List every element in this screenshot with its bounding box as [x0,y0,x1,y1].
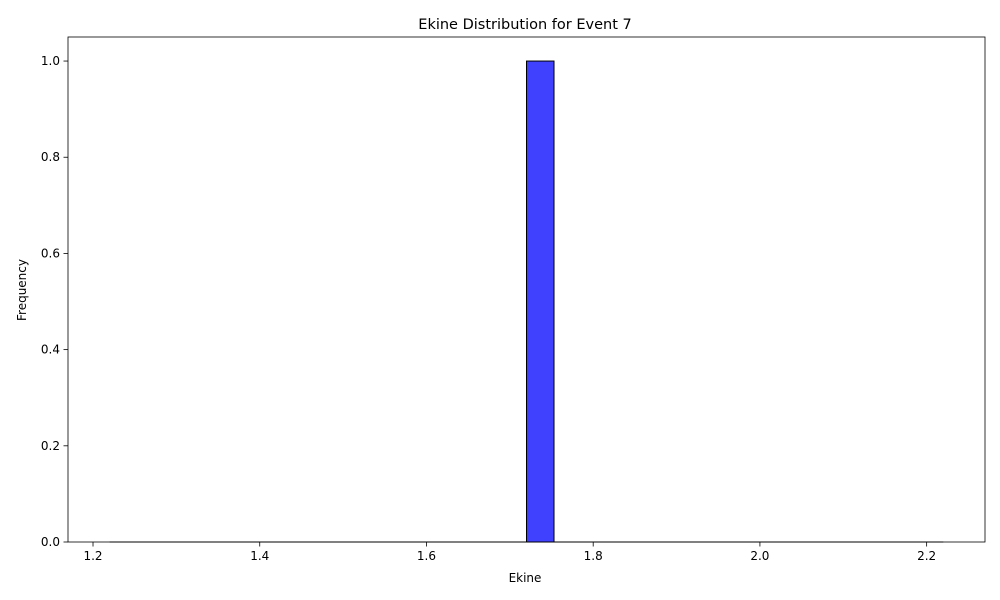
y-axis-label: Frequency [15,259,29,321]
x-axis: 1.2 1.4 1.6 1.8 2.0 2.2 [83,542,936,563]
y-tick-label-5: 1.0 [41,54,60,68]
y-tick-label-0: 0.0 [41,535,60,549]
y-tick-label-2: 0.4 [41,343,60,357]
y-tick-label-1: 0.2 [41,439,60,453]
x-tick-label-5: 2.2 [917,549,936,563]
y-axis: 0.0 0.2 0.4 0.6 0.8 1.0 [41,54,68,549]
y-tick-label-4: 0.8 [41,150,60,164]
x-tick-label-0: 1.2 [83,549,102,563]
y-tick-label-3: 0.6 [41,246,60,260]
x-tick-label-4: 2.0 [750,549,769,563]
x-tick-label-3: 1.8 [584,549,603,563]
x-axis-label: Ekine [509,571,542,585]
x-tick-label-1: 1.4 [250,549,269,563]
bars-group [109,60,944,543]
chart-title: Ekine Distribution for Event 7 [418,17,631,33]
x-tick-label-2: 1.6 [417,549,436,563]
histogram-bar-0 [526,60,555,543]
